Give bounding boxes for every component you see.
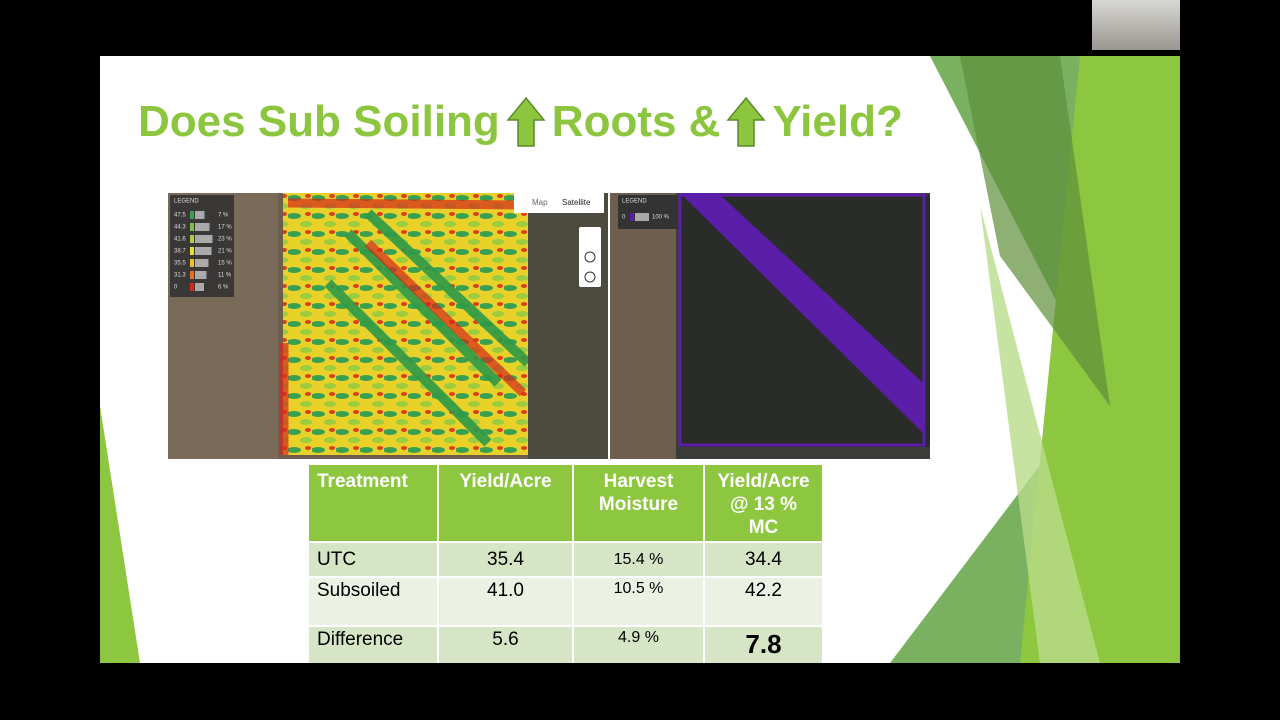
legend-swatch (190, 259, 194, 267)
legend-swatch (190, 247, 194, 255)
legend-swatch (190, 211, 194, 219)
legend-value: 47.5 (174, 213, 186, 219)
column-header: Yield/Acre (437, 463, 574, 543)
up-arrow (726, 96, 767, 147)
legend-swatch (190, 223, 194, 231)
legend-percent: 7 % (218, 213, 229, 219)
table-cell: 10.5 % (572, 576, 705, 627)
slide-title: Does Sub Soiling Roots & Yield? (138, 96, 903, 148)
column-header: Harvest Moisture (572, 463, 705, 543)
legend-swatch (190, 271, 194, 279)
table-row: Subsoiled 41.0 10.5 % 42.2 (307, 576, 824, 627)
table-cell: 5.6 (437, 625, 574, 663)
up-arrow (506, 96, 546, 147)
legend-swatch (190, 283, 194, 291)
subsoil-strip (680, 193, 923, 433)
column-header: Treatment (307, 463, 439, 543)
title-text: Does Sub Soiling (138, 97, 500, 146)
legend-bar (195, 211, 205, 219)
legend-value: 41.6 (174, 237, 186, 243)
table-cell: 4.9 % (572, 625, 705, 663)
table-cell: 15.4 % (572, 541, 705, 578)
legend-value: 38.7 (174, 249, 186, 255)
table-cell: 41.0 (437, 576, 574, 627)
legend-bar (195, 247, 212, 255)
slide: Does Sub Soiling Roots & Yield? Map Sate… (100, 56, 1180, 663)
webcam-thumbnail (1092, 0, 1180, 50)
legend-percent: 21 % (218, 249, 232, 255)
legend-percent: 17 % (218, 225, 232, 231)
table-row: Difference 5.6 4.9 % 7.8 (307, 625, 824, 663)
legend-swatch (190, 235, 194, 243)
maps: Map Satellite LEGEND 47.5 7 % 44.3 17 % 41.6… (168, 193, 930, 459)
title-text: Roots & (551, 97, 721, 146)
legend-bar (195, 271, 207, 279)
table-cell: 34.4 (703, 541, 824, 578)
legend-value: 0 (174, 285, 178, 291)
decoration (100, 56, 1180, 663)
satellite-button[interactable]: Satellite (562, 198, 591, 207)
table-cell: UTC (307, 541, 439, 578)
legend-percent: 11 % (218, 273, 232, 279)
table-row: UTC 35.4 15.4 % 34.4 (307, 541, 824, 578)
legend-value: 44.3 (174, 225, 186, 231)
legend-value: 35.5 (174, 261, 186, 267)
legend-swatch (630, 213, 634, 221)
legend-box (170, 195, 234, 297)
table-cell: 42.2 (703, 576, 824, 627)
legend-bar (195, 235, 213, 243)
table-cell: Subsoiled (307, 576, 439, 627)
table-cell: 7.8 (703, 625, 824, 663)
legend-bar (195, 223, 210, 231)
results-table: Treatment Yield/Acre Harvest Moisture Yield… (307, 463, 824, 663)
legend-bar (195, 283, 204, 291)
legend-bar (635, 213, 649, 221)
legend-percent: 15 % (218, 261, 232, 267)
legend-percent: 100 % (652, 215, 670, 221)
legend-percent: 23 % (218, 237, 232, 243)
legend-title: LEGEND (174, 199, 199, 205)
legend-value: 31.3 (174, 273, 186, 279)
legend-bar (195, 259, 209, 267)
zoom-controls[interactable] (579, 227, 601, 287)
column-header: Yield/Acre @ 13 % MC (703, 463, 824, 543)
table-cell: Difference (307, 625, 439, 663)
legend-title: LEGEND (622, 199, 647, 205)
map-button[interactable]: Map (532, 198, 548, 207)
title-text: Yield? (772, 97, 903, 146)
legend-value: 0 (622, 215, 626, 221)
legend-percent: 6 % (218, 285, 229, 291)
table-cell: 35.4 (437, 541, 574, 578)
